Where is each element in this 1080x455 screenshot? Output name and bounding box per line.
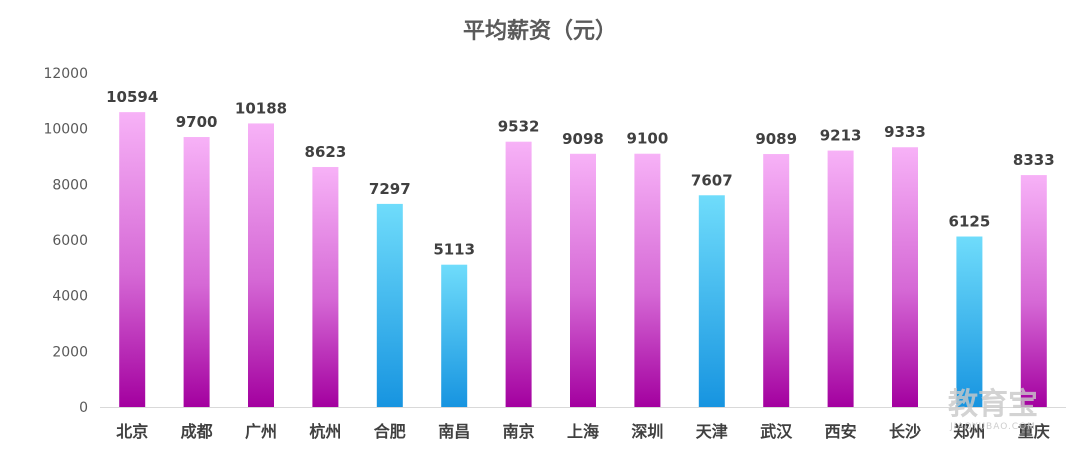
x-tick-label: 重庆: [1018, 422, 1050, 441]
y-tick-label: 12000: [43, 66, 88, 82]
bars-group: [119, 112, 1047, 408]
bar: [1020, 175, 1047, 407]
bar: [505, 141, 532, 407]
data-label: 8333: [1013, 151, 1055, 169]
y-tick-label: 6000: [52, 233, 88, 249]
data-label: 9333: [884, 123, 926, 141]
bar: [763, 154, 790, 407]
bar: [248, 123, 274, 408]
bar: [570, 153, 596, 407]
chart-title: 平均薪资（元）: [463, 18, 617, 44]
data-label: 10594: [106, 88, 158, 106]
bar: [827, 150, 854, 407]
x-tick-label: 西安: [825, 422, 857, 441]
bar: [698, 195, 725, 407]
watermark: 教育宝 JIAOYUBAO.COM: [948, 387, 1038, 432]
bar: [634, 153, 661, 407]
data-label: 10188: [235, 99, 287, 117]
x-tick-label: 长沙: [889, 422, 921, 441]
bar: [376, 203, 403, 407]
x-tick-label: 南昌: [438, 422, 470, 441]
data-label: 9098: [562, 130, 604, 148]
data-label: 9532: [498, 118, 540, 136]
data-label: 9213: [820, 127, 862, 145]
bar: [119, 112, 146, 407]
y-tick-label: 10000: [43, 122, 88, 138]
data-label: 8623: [305, 143, 347, 161]
data-labels-group: 10594 9700 10188 8623 7297 5113 9532 9098 9100 76…: [106, 88, 1055, 259]
x-tick-label: 武汉: [760, 422, 793, 441]
x-tick-label: 深圳: [631, 422, 663, 441]
bar: [312, 166, 339, 407]
x-tick-label: 北京: [116, 422, 148, 441]
data-label: 7607: [691, 171, 733, 189]
data-label: 5113: [433, 241, 475, 259]
bar: [441, 264, 468, 407]
x-tick-label: 郑州: [953, 422, 985, 441]
x-tick-label: 天津: [696, 422, 728, 441]
x-tick-label: 广州: [245, 422, 277, 441]
y-tick-label: 0: [79, 400, 88, 416]
data-label: 9089: [755, 130, 797, 148]
y-tick-label: 2000: [52, 344, 88, 360]
x-tick-label: 上海: [567, 422, 599, 441]
x-axis: 北京 成都 广州 杭州 合肥 南昌 南京 上海 深圳 天津 武汉 西安 长沙 郑州 重庆: [116, 422, 1050, 441]
x-tick-label: 合肥: [374, 422, 406, 441]
data-label: 9100: [627, 130, 669, 148]
data-label: 9700: [176, 113, 218, 131]
data-label: 6125: [949, 213, 991, 231]
x-tick-label: 成都: [181, 422, 213, 441]
data-label: 7297: [369, 180, 411, 198]
y-tick-label: 4000: [52, 289, 88, 305]
watermark-url: JIAOYUBAO.COM: [949, 422, 1036, 432]
x-tick-label: 南京: [503, 422, 535, 441]
bar: [183, 137, 210, 407]
watermark-logo: 教育宝: [948, 387, 1038, 422]
y-axis: 0 2000 4000 6000 8000 10000 12000: [43, 66, 88, 416]
bar: [956, 236, 983, 407]
bar: [892, 147, 918, 407]
y-tick-label: 8000: [52, 177, 88, 193]
x-tick-label: 杭州: [309, 422, 341, 441]
